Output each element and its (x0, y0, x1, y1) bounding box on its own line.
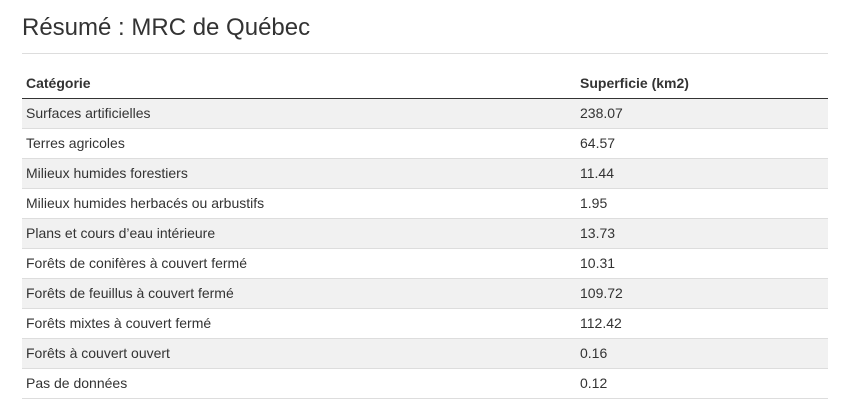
table-row: Forêts mixtes à couvert fermé 112.42 (22, 308, 828, 339)
cell-category: Forêts à couvert ouvert (22, 338, 576, 369)
column-header-category: Catégorie (22, 68, 576, 99)
cell-area: 0.12 (576, 368, 828, 399)
cell-category: Pas de données (22, 368, 576, 399)
table-row: Forêts de conifères à couvert fermé 10.3… (22, 248, 828, 279)
cell-category: Plans et cours d’eau intérieure (22, 218, 576, 249)
cell-category: Forêts de feuillus à couvert fermé (22, 278, 576, 309)
table-row: Terres agricoles 64.57 (22, 128, 828, 159)
cell-area: 238.07 (576, 98, 828, 129)
summary-panel: Résumé : MRC de Québec Catégorie Superfi… (22, 0, 828, 399)
table-row: Forêts de feuillus à couvert fermé 109.7… (22, 278, 828, 309)
table-body: Surfaces artificielles 238.07 Terres agr… (22, 98, 828, 399)
cell-area: 0.16 (576, 338, 828, 369)
column-header-area: Superficie (km2) (576, 68, 828, 99)
cell-category: Surfaces artificielles (22, 98, 576, 129)
cell-category: Forêts de conifères à couvert fermé (22, 248, 576, 279)
cell-area: 64.57 (576, 128, 828, 159)
cell-area: 112.42 (576, 308, 828, 339)
table-header: Catégorie Superficie (km2) (22, 68, 828, 99)
cell-category: Forêts mixtes à couvert fermé (22, 308, 576, 339)
table-row: Milieux humides forestiers 11.44 (22, 158, 828, 189)
cell-area: 13.73 (576, 218, 828, 249)
table-row: Forêts à couvert ouvert 0.16 (22, 338, 828, 369)
cell-area: 10.31 (576, 248, 828, 279)
cell-category: Milieux humides forestiers (22, 158, 576, 189)
summary-table: Catégorie Superficie (km2) Surfaces arti… (22, 68, 828, 399)
cell-category: Milieux humides herbacés ou arbustifs (22, 188, 576, 219)
page-title: Résumé : MRC de Québec (22, 0, 828, 54)
table-row: Plans et cours d’eau intérieure 13.73 (22, 218, 828, 249)
cell-area: 109.72 (576, 278, 828, 309)
header-row: Catégorie Superficie (km2) (22, 68, 828, 99)
table-row: Surfaces artificielles 238.07 (22, 98, 828, 129)
cell-area: 11.44 (576, 158, 828, 189)
table-row: Pas de données 0.12 (22, 368, 828, 399)
cell-category: Terres agricoles (22, 128, 576, 159)
table-row: Milieux humides herbacés ou arbustifs 1.… (22, 188, 828, 219)
cell-area: 1.95 (576, 188, 828, 219)
